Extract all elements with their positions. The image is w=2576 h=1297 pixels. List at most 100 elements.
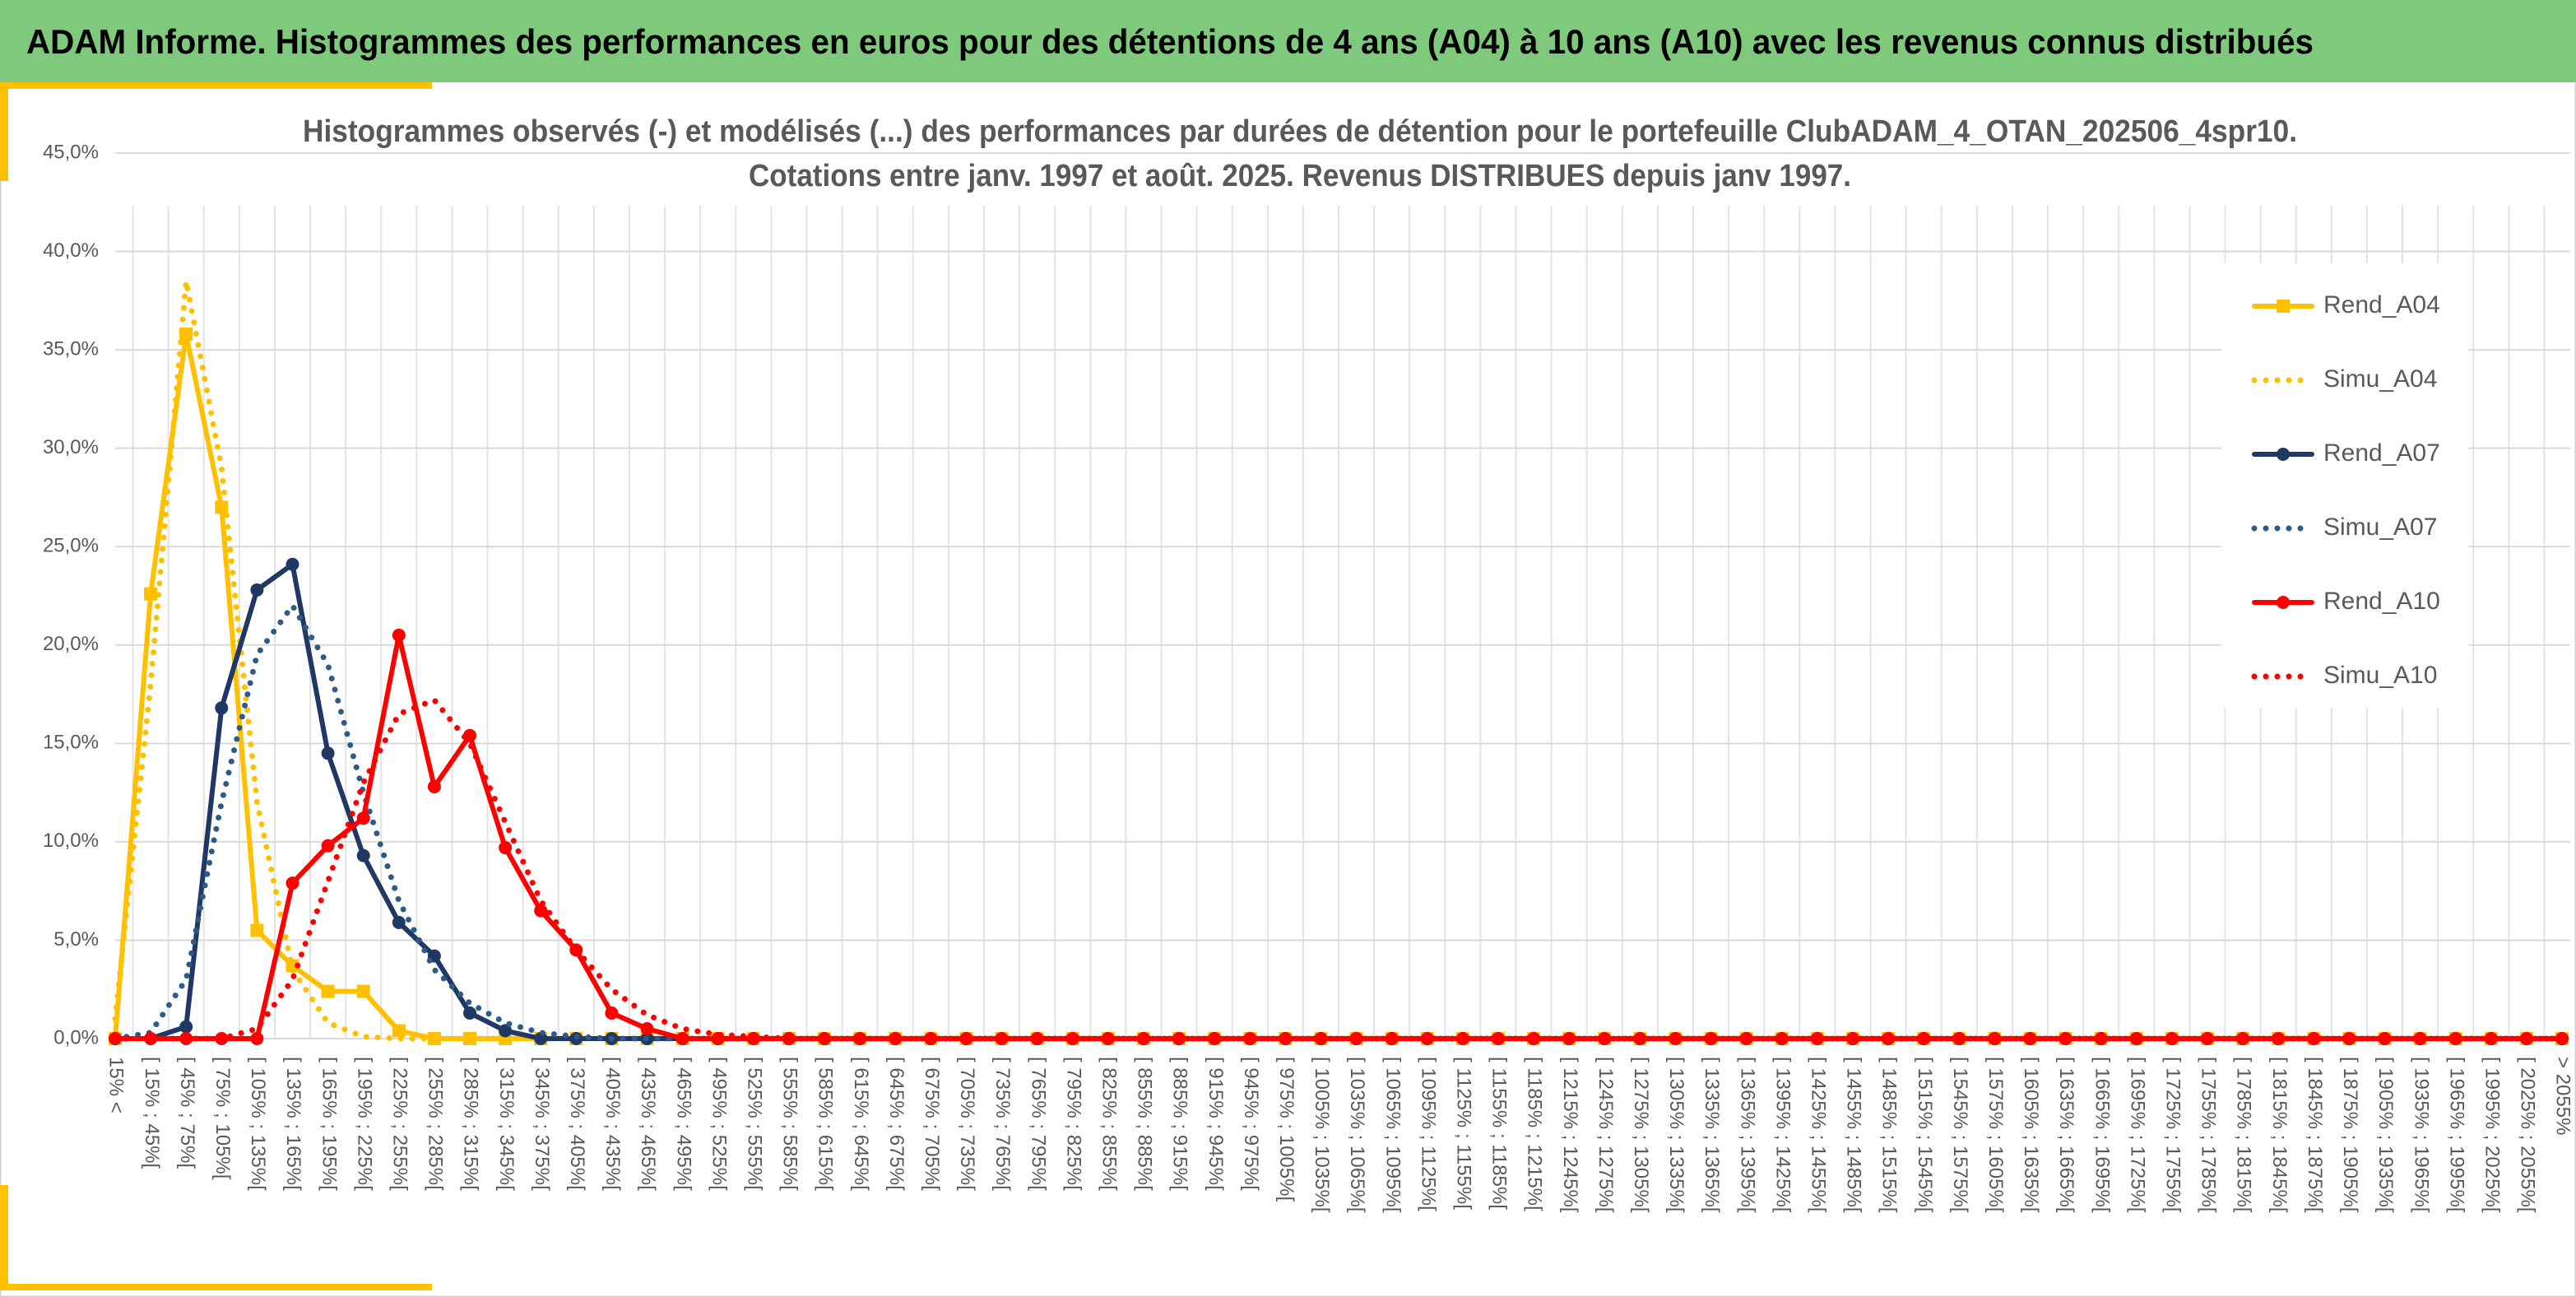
x-tick-label: [ 1425% ; 1455%[ [1808, 1057, 1830, 1213]
legend-label: Rend_A07 [2323, 439, 2440, 467]
x-tick-label: [ 885% ; 915%[ [1169, 1057, 1191, 1191]
x-tick-label: [ 1185% ; 1215%[ [1524, 1057, 1546, 1211]
x-tick-label: [ 1575% ; 1605%[ [1984, 1057, 2007, 1213]
x-tick-label: [ 435% ; 465%[ [637, 1057, 659, 1191]
x-tick-label: [ 45% ; 75%[ [176, 1057, 198, 1169]
x-tick-label: [ 1875% ; 1905%[ [2339, 1057, 2361, 1213]
point [1420, 1032, 1434, 1045]
series-line [112, 697, 2565, 1042]
x-tick-label: [ 675% ; 705%[ [921, 1057, 943, 1191]
point [356, 984, 370, 998]
chart-title: Histogrammes observés (-) et modélisés (… [303, 114, 2297, 149]
x-tick-label: [ 615% ; 645%[ [850, 1057, 872, 1191]
x-tick-label: [ 15% ; 45%[ [141, 1057, 163, 1169]
point [675, 1032, 689, 1045]
point [1385, 1032, 1399, 1045]
legend-marker [2277, 596, 2290, 609]
y-tick-label: 45,0% [43, 141, 99, 163]
x-tick-label: [ 1335% ; 1365%[ [1701, 1057, 1723, 1213]
point [2307, 1032, 2321, 1045]
point [2272, 1032, 2286, 1045]
x-tick-label: [ 765% ; 795%[ [1027, 1057, 1049, 1191]
x-tick-label: [ 855% ; 885%[ [1134, 1057, 1156, 1191]
point [285, 557, 299, 571]
point [924, 1032, 938, 1045]
point [2448, 1032, 2462, 1045]
x-tick-label: [ 1545% ; 1575%[ [1949, 1057, 1971, 1213]
x-tick-label: [ 825% ; 855%[ [1098, 1057, 1120, 1191]
x-tick-label: [ 1125% ; 1155%[ [1453, 1057, 1475, 1210]
y-tick-label: 35,0% [43, 337, 99, 360]
point [499, 1024, 513, 1038]
point [1491, 1032, 1505, 1045]
x-tick-label: [ 1275% ; 1305%[ [1630, 1057, 1652, 1213]
point [1101, 1032, 1115, 1045]
x-tick-label: [ 1245% ; 1275%[ [1594, 1057, 1617, 1213]
x-tick-label: [ 915% ; 945%[ [1204, 1057, 1227, 1191]
point [2023, 1032, 2037, 1045]
legend-label: Rend_A04 [2323, 291, 2440, 318]
point [1527, 1032, 1541, 1045]
x-tick-label: [ 525% ; 555%[ [743, 1057, 765, 1191]
point [605, 1006, 619, 1020]
x-tick-label: [ 1395% ; 1425%[ [1771, 1057, 1794, 1213]
point [2378, 1032, 2392, 1045]
accent [0, 82, 432, 89]
point [392, 628, 406, 642]
accent [0, 1185, 8, 1290]
point [321, 746, 335, 760]
x-tick-label: [ 795% ; 825%[ [1062, 1057, 1084, 1191]
x-tick-label: [ 1365% ; 1395%[ [1736, 1057, 1758, 1213]
x-tick-label: [ 1695% ; 1725%[ [2126, 1057, 2148, 1213]
x-tick-label: [ 375% ; 405%[ [566, 1057, 588, 1191]
point [144, 587, 158, 601]
x-tick-label: [ 1665% ; 1695%[ [2091, 1057, 2113, 1213]
point [2413, 1032, 2427, 1045]
y-tick-label: 40,0% [43, 239, 99, 262]
legend-box [2221, 263, 2468, 708]
plot: 0,0% 5,0% 10,0% 15,0% 20,0% 25,0% 30,0% 35,0% 40… [43, 141, 2574, 1212]
legend-label: Simu_A04 [2323, 365, 2437, 393]
y-tick-label: 30,0% [43, 436, 99, 458]
point [1988, 1032, 2002, 1045]
point [215, 701, 229, 715]
point [640, 1022, 654, 1036]
y-tick-label: 25,0% [43, 535, 99, 557]
point [179, 1020, 193, 1034]
point [1845, 1032, 1859, 1045]
x-tick-label: [ 735% ; 765%[ [991, 1057, 1014, 1191]
x-tick-label: [ 315% ; 345%[ [495, 1057, 518, 1191]
y-tick-label: 0,0% [53, 1026, 99, 1048]
series-line [113, 632, 2564, 1041]
x-tick-label: [ 1935% ; 1965%[ [2410, 1057, 2432, 1213]
accent [0, 1284, 432, 1290]
y-tick-label: 5,0% [53, 928, 99, 951]
x-tick-label: [ 1455% ; 1485%[ [1843, 1057, 1865, 1213]
x-tick-label: [ 345% ; 375%[ [531, 1057, 553, 1191]
point [534, 904, 548, 918]
x-tick-label: [ 1785% ; 1815%[ [2233, 1057, 2255, 1213]
point [321, 984, 335, 998]
y-tick-label: 20,0% [43, 633, 99, 655]
header-bar [0, 0, 2576, 82]
x-tick-label: [ 585% ; 615%[ [815, 1057, 837, 1191]
legend-label: Simu_A10 [2323, 662, 2437, 689]
point [356, 811, 370, 825]
x-tick-label: [ 75% ; 105%[ [211, 1057, 234, 1180]
point [1455, 1032, 1469, 1045]
point [250, 923, 264, 937]
x-tick-label: [ 465% ; 495%[ [672, 1057, 694, 1191]
point [1030, 1032, 1044, 1045]
x-tick-label: [ 1635% ; 1665%[ [2055, 1057, 2077, 1213]
x-tick-label: [ 945% ; 975%[ [1240, 1057, 1262, 1191]
x-tick-label: [ 225% ; 255%[ [388, 1057, 411, 1191]
y-tick-label: 10,0% [43, 830, 99, 852]
legend-label: Rend_A10 [2323, 588, 2440, 615]
accent [0, 82, 8, 181]
x-tick-label: [ 1035% ; 1065%[ [1346, 1057, 1368, 1213]
point [2484, 1032, 2498, 1045]
point [1917, 1032, 1931, 1045]
x-tick-label: 15% < [105, 1057, 128, 1113]
header-title: ADAM Informe. Histogrammes des performan… [26, 22, 2314, 61]
